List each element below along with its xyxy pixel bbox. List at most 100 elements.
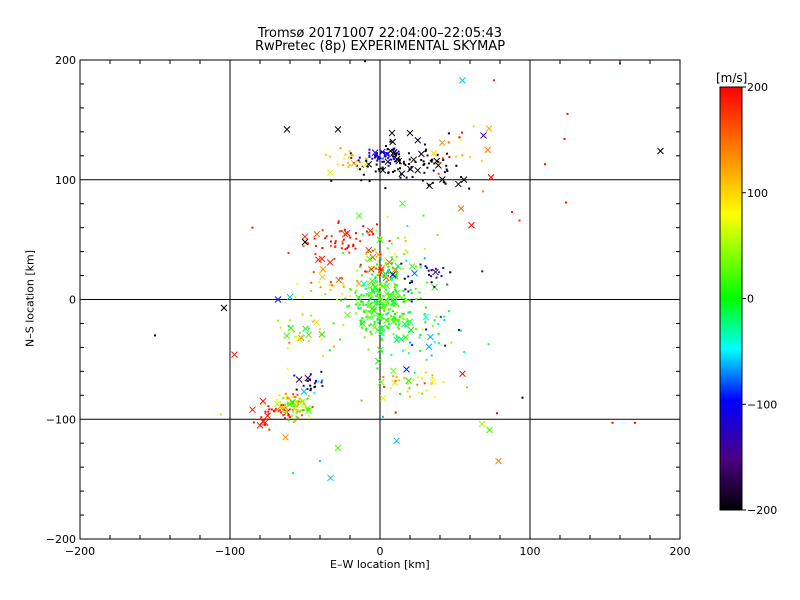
data-point — [387, 302, 390, 305]
data-point — [388, 307, 391, 310]
data-point — [379, 251, 382, 254]
data-point — [370, 230, 373, 233]
data-point — [282, 396, 285, 399]
data-point — [286, 408, 289, 411]
data-point — [433, 285, 436, 288]
data-point — [382, 157, 385, 160]
data-point — [267, 405, 270, 408]
data-point-x — [414, 166, 422, 174]
data-point — [394, 284, 397, 287]
data-point-x — [399, 200, 406, 208]
data-point — [397, 320, 400, 323]
data-point — [420, 159, 423, 162]
data-point — [439, 315, 442, 318]
data-point — [296, 394, 299, 397]
data-point — [440, 344, 443, 347]
data-point-x — [438, 139, 446, 147]
data-point — [348, 156, 351, 159]
data-point — [320, 370, 323, 373]
data-point — [370, 332, 373, 335]
data-point — [408, 158, 411, 161]
data-point — [278, 409, 281, 412]
data-point — [390, 256, 393, 259]
data-point — [355, 289, 358, 292]
data-point-x — [368, 266, 375, 273]
data-point-x — [282, 433, 289, 441]
data-point — [375, 300, 378, 303]
data-point — [423, 382, 426, 385]
data-point — [386, 215, 389, 218]
data-point — [365, 303, 368, 306]
data-point — [348, 163, 351, 166]
data-point — [321, 229, 324, 232]
data-point — [276, 319, 279, 322]
data-point — [357, 159, 360, 162]
data-point — [355, 303, 358, 306]
data-point — [383, 307, 386, 310]
data-point — [376, 318, 379, 321]
data-point — [410, 292, 413, 295]
data-point — [407, 290, 410, 293]
data-point — [396, 311, 399, 314]
data-point — [289, 400, 292, 403]
data-point-x — [487, 174, 495, 181]
data-point — [425, 389, 428, 392]
data-point — [399, 392, 402, 395]
data-point — [387, 272, 390, 275]
data-point-x — [432, 268, 439, 276]
data-point — [442, 267, 445, 270]
data-point — [384, 276, 387, 279]
data-point-x — [319, 266, 327, 273]
data-point — [386, 301, 389, 304]
data-point — [368, 234, 371, 237]
data-point — [368, 151, 371, 154]
data-point — [377, 168, 380, 171]
data-point — [329, 288, 332, 291]
data-point — [419, 349, 422, 352]
data-point — [364, 287, 367, 290]
data-point — [387, 270, 390, 273]
data-point — [378, 298, 381, 301]
data-point — [406, 318, 409, 321]
data-point — [406, 390, 409, 393]
data-point — [460, 131, 463, 134]
data-point — [385, 304, 388, 307]
data-point — [410, 300, 413, 303]
data-point-x — [355, 212, 363, 220]
data-point — [403, 300, 406, 303]
data-point — [521, 396, 524, 399]
data-point-x — [369, 253, 377, 261]
data-point — [357, 306, 360, 309]
data-point — [297, 403, 300, 406]
colorbar-tick-label: 0 — [747, 293, 754, 306]
data-point — [367, 305, 370, 308]
data-point — [274, 410, 277, 413]
chart-subtitle: RwPretec (8p) EXPERIMENTAL SKYMAP — [254, 39, 506, 54]
data-point — [395, 268, 398, 271]
data-point-x — [365, 160, 373, 168]
data-point — [354, 247, 357, 250]
data-point-x — [376, 236, 384, 244]
data-point — [403, 277, 406, 280]
data-point — [392, 310, 395, 313]
data-point — [493, 79, 495, 82]
data-point — [383, 385, 386, 388]
data-point — [387, 262, 390, 265]
data-point — [375, 153, 378, 156]
data-point — [440, 275, 443, 278]
y-tick-label: −100 — [46, 413, 76, 426]
data-point — [365, 293, 368, 296]
data-point — [375, 303, 378, 306]
data-point — [286, 396, 289, 399]
data-point — [344, 248, 347, 251]
data-point — [634, 421, 636, 424]
data-point — [454, 155, 457, 158]
data-point — [391, 266, 394, 269]
data-point — [376, 155, 379, 158]
data-point-x — [484, 146, 492, 154]
data-point — [427, 273, 430, 276]
data-point — [350, 156, 353, 159]
data-point — [382, 151, 385, 154]
data-point — [288, 341, 291, 344]
colorbar-tick-label: −200 — [747, 504, 777, 517]
